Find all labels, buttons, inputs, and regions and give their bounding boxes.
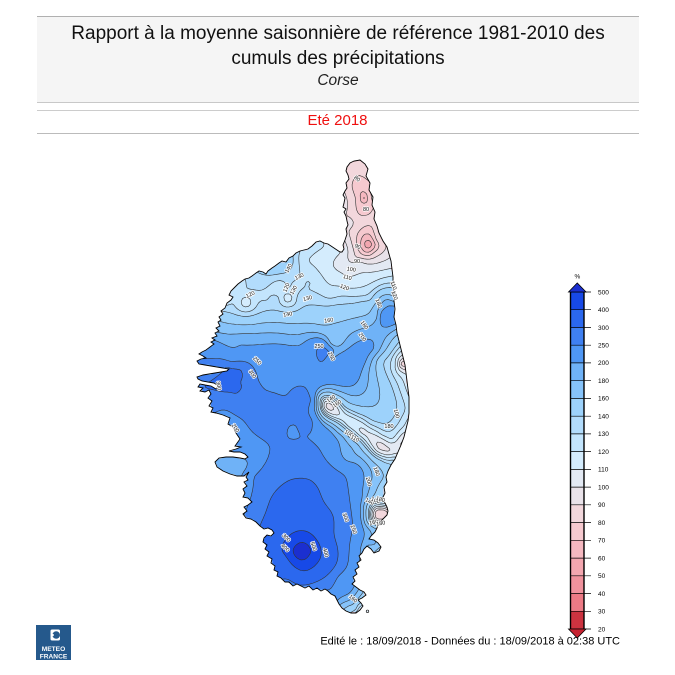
svg-text:METEO: METEO [42, 646, 65, 653]
svg-text:%: % [575, 274, 581, 281]
svg-text:140: 140 [326, 394, 337, 404]
svg-text:180: 180 [375, 496, 385, 504]
svg-text:500: 500 [598, 289, 609, 296]
svg-text:160: 160 [324, 317, 334, 324]
svg-text:300: 300 [598, 325, 609, 332]
svg-text:300: 300 [247, 369, 257, 380]
svg-text:130: 130 [598, 431, 609, 438]
svg-text:110: 110 [342, 274, 352, 282]
svg-text:40: 40 [598, 591, 606, 598]
svg-text:20: 20 [598, 626, 606, 633]
svg-text:110: 110 [598, 467, 609, 474]
svg-text:50: 50 [598, 573, 606, 580]
svg-text:140: 140 [284, 263, 294, 274]
svg-text:200: 200 [364, 477, 372, 487]
svg-text:80: 80 [352, 175, 361, 184]
svg-text:180: 180 [372, 466, 381, 477]
svg-text:300: 300 [214, 381, 222, 391]
svg-text:180: 180 [384, 424, 393, 430]
svg-text:60: 60 [598, 555, 606, 562]
svg-text:120: 120 [339, 284, 350, 293]
svg-text:130: 130 [294, 272, 305, 281]
svg-text:160: 160 [332, 399, 343, 409]
svg-text:300: 300 [341, 512, 350, 523]
svg-text:90: 90 [598, 502, 606, 509]
svg-text:110: 110 [389, 281, 398, 291]
svg-text:250: 250 [598, 343, 609, 350]
svg-text:160: 160 [598, 396, 609, 403]
svg-text:140: 140 [364, 497, 375, 506]
svg-text:100: 100 [343, 429, 354, 439]
svg-text:200: 200 [357, 332, 367, 343]
svg-text:80: 80 [363, 207, 369, 213]
svg-text:70: 70 [598, 538, 606, 545]
svg-text:200: 200 [598, 360, 609, 367]
svg-text:100: 100 [346, 266, 356, 274]
svg-text:90: 90 [353, 243, 361, 251]
svg-text:FRANCE: FRANCE [40, 654, 68, 661]
svg-text:Edité le : 18/09/2018 - Donnée: Edité le : 18/09/2018 - Données du : 18/… [320, 636, 620, 648]
svg-text:120: 120 [390, 290, 399, 301]
svg-text:160: 160 [370, 497, 381, 506]
svg-text:140: 140 [598, 414, 609, 421]
svg-text:180: 180 [376, 520, 386, 528]
svg-text:100: 100 [392, 409, 400, 419]
svg-text:250: 250 [314, 344, 323, 350]
svg-text:120: 120 [283, 282, 292, 293]
svg-text:90: 90 [354, 259, 360, 265]
svg-text:30: 30 [598, 609, 606, 616]
svg-text:180: 180 [598, 378, 609, 385]
svg-text:130: 130 [289, 285, 299, 296]
svg-text:250: 250 [349, 524, 358, 535]
svg-text:180: 180 [374, 298, 383, 309]
svg-text:400: 400 [598, 307, 609, 314]
svg-text:500: 500 [309, 541, 318, 552]
svg-text:180: 180 [359, 320, 369, 331]
svg-text:120: 120 [245, 290, 256, 299]
svg-text:100: 100 [598, 484, 609, 491]
svg-text:110: 110 [349, 434, 360, 444]
svg-text:140: 140 [283, 311, 293, 319]
svg-text:250: 250 [326, 351, 335, 362]
svg-text:400: 400 [321, 548, 329, 558]
svg-text:120: 120 [598, 449, 609, 456]
svg-text:200: 200 [230, 423, 240, 434]
svg-text:130: 130 [303, 295, 313, 303]
svg-text:80: 80 [598, 520, 606, 527]
svg-text:160: 160 [369, 519, 379, 527]
